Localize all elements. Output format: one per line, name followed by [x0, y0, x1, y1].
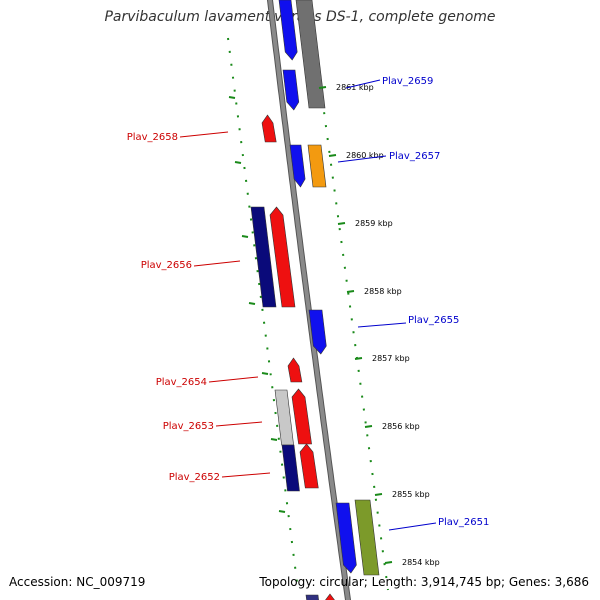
gene-leader-line — [388, 522, 437, 531]
inner-ring-tick — [261, 372, 269, 375]
scale-tick-label: 2854 kbp — [402, 558, 440, 567]
inner-ring-tick — [270, 438, 278, 441]
cds-block-navy — [281, 444, 300, 492]
cds-block-red — [287, 357, 303, 383]
gene-label: Plav_2655 — [408, 315, 459, 326]
gene-leader-line — [179, 131, 229, 138]
gene-leader-line — [337, 155, 387, 163]
accession-text: Accession: NC_009719 — [9, 575, 146, 589]
cds-block-navy — [305, 594, 319, 600]
cds-block-red — [325, 593, 335, 600]
gene-leader-line — [345, 79, 381, 89]
gene-label: Plav_2658 — [127, 132, 178, 143]
scale-tick-mark — [374, 493, 383, 496]
inner-ring-tick — [228, 96, 236, 99]
gene-labels: Plav_2659 Plav_2658 Plav_2657 Plav_2656 Plav… — [127, 76, 489, 531]
gene-leader-line — [221, 472, 271, 478]
gene-label: Plav_2654 — [156, 377, 207, 388]
scale-tick-mark — [346, 290, 355, 293]
scale-ticks: 2861 kbp 2860 kbp 2859 kbp 2858 kbp 2857 kbp… — [228, 83, 440, 567]
cds-block-blue — [278, 0, 298, 61]
scale-tick-mark — [318, 86, 327, 89]
scale-tick-label: 2859 kbp — [355, 219, 393, 228]
scale-tick-label: 2861 kbp — [336, 83, 374, 92]
scale-tick-mark — [328, 154, 337, 157]
cds-block-red — [261, 114, 277, 143]
inner-ring-tick — [241, 235, 249, 238]
cds-block-blue — [335, 502, 357, 574]
cds-block-navy — [250, 206, 277, 308]
cds-block-orange — [307, 144, 327, 188]
scale-tick-mark — [337, 222, 346, 225]
genome-summary-text: Topology: circular; Length: 3,914,745 bp… — [259, 575, 589, 589]
cds-block-lightgray — [274, 389, 294, 446]
gene-leader-line — [193, 260, 241, 267]
inner-ring-tick — [234, 161, 242, 164]
gene-leader-line — [357, 322, 407, 328]
gene-features — [250, 0, 380, 600]
inner-ring-tick — [248, 302, 256, 305]
cds-block-blue — [282, 69, 300, 111]
inner-ring-tick — [278, 510, 286, 513]
gene-label: Plav_2652 — [169, 472, 220, 483]
gene-leader-line — [215, 421, 263, 427]
cds-block-red — [269, 206, 296, 308]
gene-label: Plav_2656 — [141, 260, 192, 271]
cds-block-blue — [289, 144, 306, 188]
gene-label: Plav_2659 — [382, 76, 433, 87]
cds-block-red — [291, 388, 312, 445]
gene-label: Plav_2653 — [163, 421, 214, 432]
scale-tick-label: 2857 kbp — [372, 354, 410, 363]
cds-block-red — [299, 443, 319, 489]
inner-ring-dots — [227, 37, 299, 591]
scale-tick-label: 2858 kbp — [364, 287, 402, 296]
gene-leader-line — [208, 376, 259, 383]
cds-block-blue — [308, 309, 327, 355]
genome-backbone — [266, 0, 352, 600]
gene-label: Plav_2657 — [389, 151, 440, 162]
scale-tick-label: 2856 kbp — [382, 422, 420, 431]
scale-tick-label: 2860 kbp — [346, 151, 384, 160]
cds-block-olive — [354, 499, 380, 576]
scale-tick-mark — [354, 357, 363, 360]
outer-ring-dots — [311, 21, 389, 591]
cds-block-gray — [295, 0, 326, 109]
backbone-line — [267, 0, 351, 600]
ring-dot-guides — [227, 21, 389, 591]
scale-tick-label: 2855 kbp — [392, 490, 430, 499]
gene-label: Plav_2651 — [438, 517, 489, 528]
scale-tick-mark — [364, 425, 373, 428]
scale-tick-mark — [384, 561, 393, 564]
